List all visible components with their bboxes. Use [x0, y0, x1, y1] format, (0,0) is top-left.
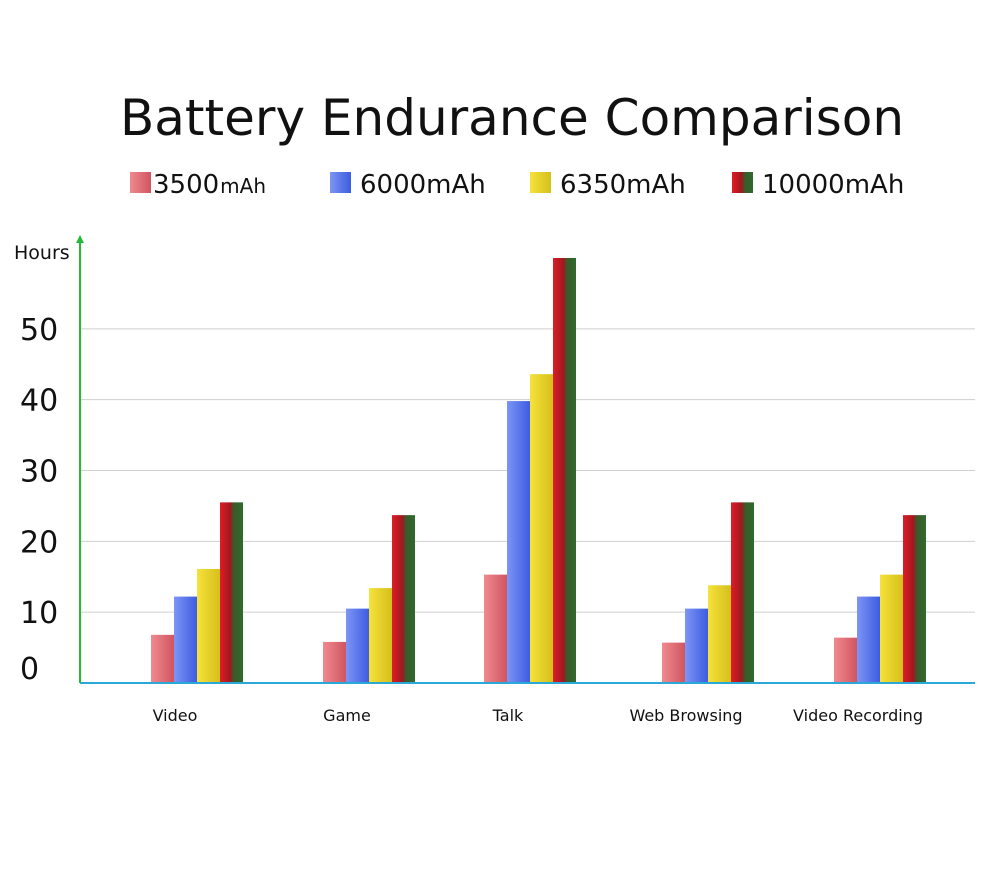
- legend-item-6350mah: 6350mAh: [530, 170, 686, 200]
- bar-web-browsing-6350mah: [708, 585, 731, 683]
- x-tick-label-web-browsing: Web Browsing: [629, 706, 742, 725]
- bar-web-browsing-10000mah: [731, 502, 754, 683]
- legend-label-10000mah: 10000mAh: [762, 170, 904, 200]
- y-tick-label-30: 30: [20, 455, 58, 490]
- legend-swatch-3500mah: [130, 172, 151, 193]
- bar-video-recording-6000mah: [857, 596, 880, 683]
- axes: [76, 235, 975, 684]
- legend-swatch-6000mah: [330, 172, 351, 193]
- bar-game-6000mah: [346, 608, 369, 683]
- legend-label-6000mah: 6000mAh: [360, 170, 486, 200]
- legend-item-3500mah: 3500mAh: [130, 170, 266, 200]
- legend-swatch-6350mah: [530, 172, 551, 193]
- bar-video-recording-10000mah: [903, 515, 926, 683]
- legend-label-3500mah: 3500mAh: [153, 170, 266, 200]
- x-tick-label-video: Video: [153, 706, 198, 725]
- x-tick-label-game: Game: [323, 706, 371, 725]
- x-tick-label-video-recording: Video Recording: [793, 706, 923, 725]
- legend-item-10000mah: 10000mAh: [732, 170, 904, 200]
- y-tick-label-0: 0: [20, 652, 39, 687]
- y-axis-label: Hours: [14, 242, 70, 264]
- legend-swatch-10000mah: [732, 172, 753, 193]
- bar-talk-6000mah: [507, 401, 530, 683]
- bar-video-3500mah: [151, 634, 174, 683]
- y-tick-label-20: 20: [20, 525, 58, 560]
- y-tick-label-10: 10: [20, 596, 58, 631]
- bar-video-recording-6350mah: [880, 574, 903, 683]
- bar-talk-3500mah: [484, 574, 507, 683]
- bar-video-recording-3500mah: [834, 637, 857, 683]
- bar-talk-10000mah: [553, 258, 576, 683]
- bar-video-6000mah: [174, 596, 197, 683]
- y-tick-label-40: 40: [20, 384, 58, 419]
- bars: [151, 258, 926, 683]
- y-axis-arrow-icon: [76, 235, 84, 243]
- x-tick-label-talk: Talk: [492, 706, 524, 725]
- bar-web-browsing-6000mah: [685, 608, 708, 683]
- legend-label-6350mah: 6350mAh: [560, 170, 686, 200]
- bar-talk-6350mah: [530, 374, 553, 683]
- bar-video-6350mah: [197, 568, 220, 683]
- legend: 3500mAh 6000mAh 6350mAh 10000mAh: [130, 170, 904, 200]
- bar-game-6350mah: [369, 588, 392, 683]
- tick-labels: 0 10 20 30 40 50 Hours Video Game Talk Web Browsin…: [14, 242, 923, 725]
- y-tick-label-50: 50: [20, 313, 58, 348]
- bar-game-3500mah: [323, 641, 346, 683]
- legend-item-6000mah: 6000mAh: [330, 170, 486, 200]
- bar-game-10000mah: [392, 515, 415, 683]
- bar-web-browsing-3500mah: [662, 642, 685, 683]
- chart-title: Battery Endurance Comparison: [120, 89, 904, 147]
- bar-video-10000mah: [220, 502, 243, 683]
